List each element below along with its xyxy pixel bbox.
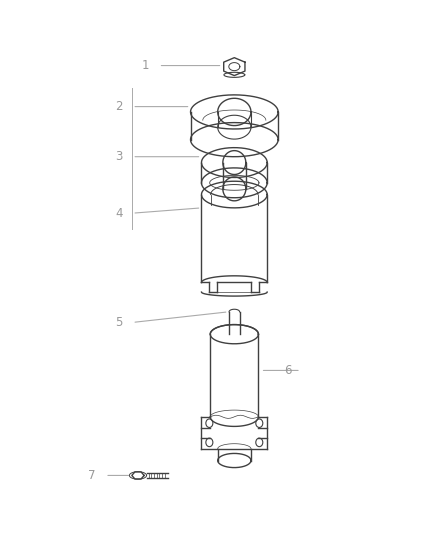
- Text: 7: 7: [88, 469, 95, 482]
- Text: 6: 6: [284, 364, 291, 377]
- Text: 3: 3: [115, 150, 123, 163]
- Text: 4: 4: [115, 207, 123, 220]
- Text: 2: 2: [115, 100, 123, 113]
- Text: 1: 1: [141, 59, 149, 72]
- Text: 5: 5: [115, 316, 123, 329]
